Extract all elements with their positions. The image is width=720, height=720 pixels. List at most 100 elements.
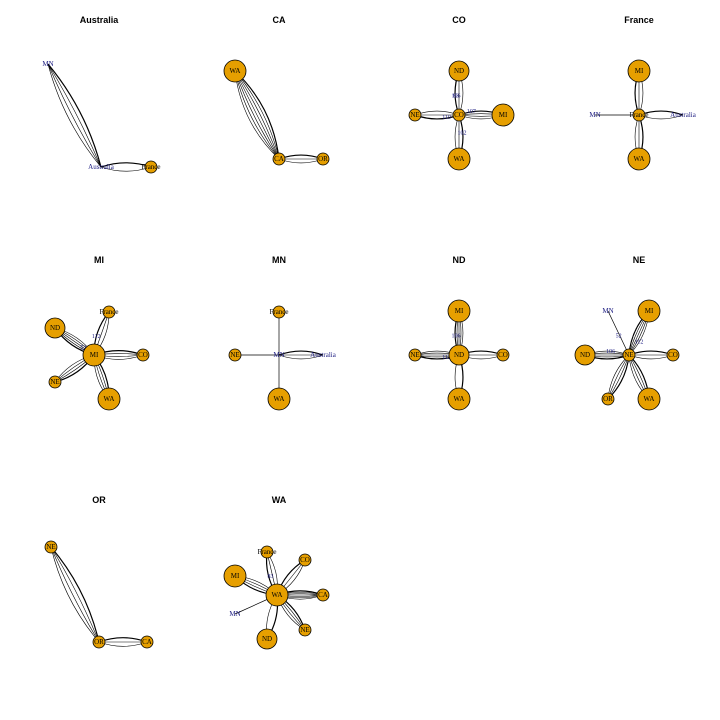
node-label-co: CO xyxy=(668,351,678,359)
node-label-mi: MI xyxy=(635,67,644,75)
node-label-mi: MI xyxy=(90,351,99,359)
node-or xyxy=(92,635,106,649)
node-label-ne: NE xyxy=(624,351,633,359)
panel-title: MN xyxy=(272,255,286,265)
node-wa xyxy=(265,583,289,607)
panel-title: Australia xyxy=(80,15,120,25)
network-panel: WA 83 France CO MI WA CA MN ND NE xyxy=(223,495,330,650)
edge-weight-label: 106 xyxy=(452,94,461,100)
node-label-mi: MI xyxy=(645,307,654,315)
node-label-ca: CA xyxy=(142,638,152,646)
network-panel: France MI MN France Australia WA xyxy=(589,15,697,171)
panel-title: ND xyxy=(453,255,466,265)
node-label-australia: Australia xyxy=(670,111,697,119)
edge-weight-label: 102 xyxy=(458,130,467,136)
node-label-mn: MN xyxy=(602,307,613,315)
edge-weight-label: 106 xyxy=(606,349,615,355)
node-co xyxy=(496,348,510,362)
node-label-mn: MN xyxy=(42,60,53,68)
network-panel: MI 112 52 France ND MI CO NE WA xyxy=(44,255,150,411)
edge-strand xyxy=(414,110,460,116)
edge-strand xyxy=(414,114,460,120)
node-nd xyxy=(256,628,278,650)
node-label-mn: MN xyxy=(229,610,240,618)
node-or xyxy=(316,152,330,166)
node-label-ne: NE xyxy=(46,543,55,551)
node-label-ne: NE xyxy=(50,378,59,386)
node-label-wa: WA xyxy=(454,155,465,163)
node-label-co: CO xyxy=(498,351,508,359)
node-ne xyxy=(408,108,422,122)
node-ca xyxy=(316,588,330,602)
node-label-nd: ND xyxy=(50,324,60,332)
edge-weight-label: 119 xyxy=(442,115,451,121)
panel-title: France xyxy=(624,15,654,25)
network-panel: OR NE OR CA xyxy=(44,495,154,649)
edge-strand xyxy=(98,637,148,643)
edge-strand xyxy=(278,158,324,164)
node-wa xyxy=(97,387,121,411)
edge-strand xyxy=(47,63,102,168)
node-ne xyxy=(408,348,422,362)
panel-title: CO xyxy=(452,15,466,25)
node-label-wa: WA xyxy=(644,395,655,403)
panel-title: CA xyxy=(273,15,286,25)
edge-strand xyxy=(47,63,102,168)
node-mi xyxy=(223,564,247,588)
edge-strand xyxy=(607,310,630,356)
edge-strand xyxy=(98,641,148,647)
edge-strand xyxy=(234,70,280,160)
edge-strand xyxy=(607,354,630,400)
edge-strand xyxy=(47,63,102,168)
node-label-or: OR xyxy=(603,395,613,403)
node-label-australia: Australia xyxy=(310,351,337,359)
node-label-wa: WA xyxy=(454,395,465,403)
node-nd xyxy=(44,317,66,339)
edge-weight-label: 106 xyxy=(452,334,461,340)
edge-strand xyxy=(50,546,100,643)
node-label-mn: MN xyxy=(273,351,284,359)
node-label-ca: CA xyxy=(274,155,284,163)
node-ne xyxy=(228,348,242,362)
edge-weight-label: 112 xyxy=(442,355,451,361)
node-wa xyxy=(267,387,291,411)
node-france xyxy=(102,305,116,319)
node-label-co: CO xyxy=(138,351,148,359)
network-panel: ND 106 112 MI NE ND CO WA xyxy=(408,255,510,411)
edge-strand xyxy=(278,354,324,360)
node-mi xyxy=(491,103,515,127)
node-label-nd: ND xyxy=(262,635,272,643)
node-label-ne: NE xyxy=(300,626,309,634)
node-wa xyxy=(637,387,661,411)
node-france xyxy=(632,108,646,122)
node-label-nd: ND xyxy=(580,351,590,359)
node-mi xyxy=(627,59,651,83)
node-ne xyxy=(622,348,636,362)
node-label-wa: WA xyxy=(230,67,241,75)
network-panel: CO 106 119 107 102 83 ND NE CO MI WA xyxy=(408,15,515,171)
node-wa xyxy=(223,59,247,83)
node-label-wa: WA xyxy=(272,591,283,599)
node-label-france: France xyxy=(269,308,288,316)
edge-strand xyxy=(50,546,100,643)
node-label-mi: MI xyxy=(231,572,240,580)
node-label-mn: MN xyxy=(589,111,600,119)
edge-strand xyxy=(278,154,324,160)
node-wa xyxy=(447,387,471,411)
node-label-australia: Australia xyxy=(88,163,115,171)
node-co xyxy=(136,348,150,362)
node-or xyxy=(601,392,615,406)
panel-title: WA xyxy=(272,495,287,505)
node-ca xyxy=(272,152,286,166)
node-label-mi: MI xyxy=(499,111,508,119)
node-label-wa: WA xyxy=(634,155,645,163)
network-panel: CA WA CA OR xyxy=(223,15,330,166)
node-mi xyxy=(637,299,661,323)
panel-title: OR xyxy=(92,495,106,505)
node-co xyxy=(298,553,312,567)
panel-title: MI xyxy=(94,255,104,265)
node-mi xyxy=(447,299,471,323)
node-label-france: France xyxy=(257,548,276,556)
edge-strand xyxy=(50,546,100,643)
